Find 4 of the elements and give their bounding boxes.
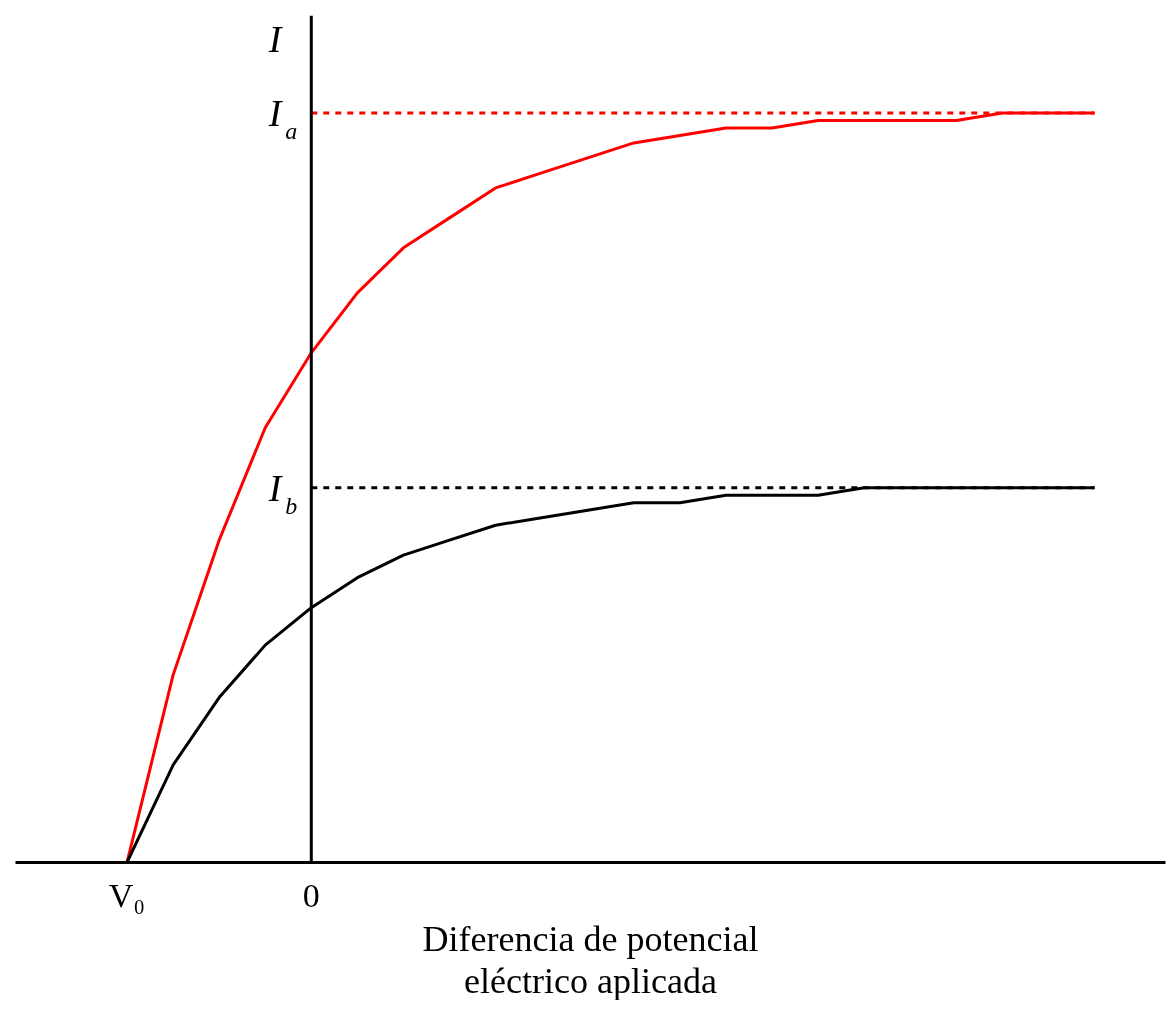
y-axis-title: I	[267, 17, 284, 60]
x-tick-label: V₀	[108, 876, 146, 914]
x-axis-title: Diferencia de potencial eléctrico aplicada	[422, 918, 759, 1001]
x-tick-label: 0	[302, 876, 320, 914]
